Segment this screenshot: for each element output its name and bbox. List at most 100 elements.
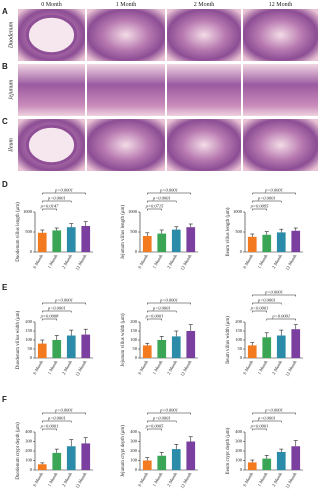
y-tick-label: 200 [130,448,138,453]
x-tick-label: 0 Month [137,471,149,487]
x-tick-label: 2 Month [166,253,178,269]
panel-letter: B [2,62,8,71]
y-tick-label: 500 [25,229,33,234]
x-tick-label: 0 Month [242,471,254,487]
bar [186,227,196,252]
bar [157,455,167,470]
x-tick-label: 12 Month [179,359,193,377]
p-value: p<0.0001 [250,305,269,310]
significance-bracket [266,318,296,321]
y-tick-label: 0 [240,467,243,472]
p-value: p<0.0001 [145,313,164,318]
y-tick-label: 400 [130,429,138,434]
y-tick-label: 0 [240,355,243,360]
x-tick-label: 1 Month [151,359,163,375]
histology-image [167,64,241,116]
x-tick-label: 1 Month [151,471,163,487]
bar [37,232,47,252]
p-value: p<0.0001 [47,195,66,200]
bar [171,229,181,252]
bar [142,236,152,252]
y-tick-label: 500 [130,229,138,234]
bar [81,334,91,358]
y-tick-label: 300 [235,439,243,444]
bar [157,233,167,252]
bar [276,232,286,252]
x-tick-label: 12 Month [74,359,88,377]
y-tick-label: 300 [25,439,33,444]
p-value: p<0.0001 [54,407,73,412]
y-tick-label: 100 [130,458,138,463]
column-header: 1 Month [116,2,137,8]
panel-letter: C [2,117,8,126]
panel-letter: E [2,283,8,292]
y-tick-label: 50 [28,346,33,351]
p-value: p=0.0005 [145,423,164,428]
y-tick-label: 100 [130,337,138,342]
x-tick-label: 1 Month [46,359,58,375]
y-tick-label: 1000 [128,209,138,214]
y-tick-label: 0 [135,467,138,472]
histology-image [167,9,241,61]
significance-bracket [252,420,282,423]
bar [37,343,47,358]
histology-image [87,9,165,61]
x-tick-label: 12 Month [74,253,88,271]
row-label: Ileum [8,138,14,153]
y-axis-label: Jejunum crypt depth (μm) [121,425,126,477]
y-tick-label: 150 [25,328,33,333]
x-tick-label: 2 Month [271,471,283,487]
y-tick-label: 0 [30,467,33,472]
y-tick-label: 0 [135,249,138,254]
significance-bracket [147,200,177,203]
y-axis-label: Duodenum crypt depth (μm) [16,422,21,480]
y-axis-label: Jejunum villus length (μm) [121,205,126,260]
x-tick-label: 12 Month [179,253,193,271]
x-tick-label: 12 Month [74,471,88,489]
y-axis-label: Duodenum villus length (μm) [16,202,21,262]
significance-bracket [42,420,72,423]
y-tick-label: 300 [130,439,138,444]
bar [262,458,272,470]
significance-bracket [252,310,267,313]
bar [171,336,181,358]
x-tick-label: 12 Month [284,359,298,377]
x-tick-label: 2 Month [271,359,283,375]
histology-image [243,64,318,116]
bar [52,452,62,470]
significance-bracket [42,428,57,431]
p-value: p<0.0001 [159,187,178,192]
histology-image [167,119,241,171]
y-tick-label: 0 [30,355,33,360]
p-value: p<0.0001 [159,407,178,412]
p-value: p<0.0001 [40,423,59,428]
bar [157,340,167,358]
x-tick-label: 12 Month [284,471,298,489]
column-header: 12 Month [269,2,293,8]
x-tick-label: 0 Month [32,253,44,269]
p-value: p=0.0095 [250,203,269,208]
bar [52,230,62,252]
bar [291,446,301,470]
p-value: p<0.0001 [264,187,283,192]
significance-bracket [147,310,177,313]
x-tick-label: 2 Month [61,471,73,487]
histology-image [243,9,318,61]
column-header: 0 Month [41,2,62,8]
y-tick-label: 200 [25,319,33,324]
x-tick-label: 1 Month [256,471,268,487]
significance-bracket [42,302,86,305]
significance-bracket [42,200,72,203]
y-tick-label: 50 [238,346,243,351]
p-value: p<0.0001 [257,297,276,302]
x-tick-label: 0 Month [242,253,254,269]
column-header: 2 Month [194,2,215,8]
x-tick-label: 1 Month [46,253,58,269]
p-value: p<0.0001 [159,297,178,302]
y-tick-label: 100 [235,458,243,463]
bar [262,234,272,252]
bar [66,227,76,252]
y-axis-label: Ileum villus length (μm) [226,207,231,256]
bar [81,443,91,470]
